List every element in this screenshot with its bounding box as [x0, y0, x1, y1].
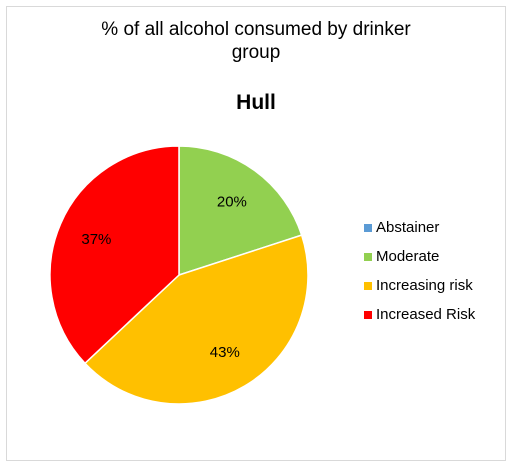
legend-item-abstainer: Abstainer: [364, 216, 475, 239]
pie-data-labels: 20% 43% 37%: [81, 194, 247, 361]
chart-subtitle: Hull: [236, 91, 276, 114]
chart-title: % of all alcohol consumed by drinker gro…: [0, 18, 512, 64]
legend-label-abstainer: Abstainer: [376, 219, 440, 236]
pie-slices: [49, 145, 309, 405]
legend-label-increasing-risk: Increasing risk: [376, 277, 473, 294]
pie-slice-increased-risk: [49, 145, 180, 365]
data-label-increasing-risk: 43%: [210, 344, 240, 361]
data-label-moderate: 20%: [217, 194, 247, 211]
legend: Abstainer Moderate Increasing risk Incre…: [364, 216, 475, 332]
pie-slice-moderate: [178, 145, 303, 276]
chart-title-line-1: % of all alcohol consumed by drinker: [101, 19, 411, 40]
legend-swatch-increased-risk: [364, 310, 372, 319]
legend-label-increased-risk: Increased Risk: [376, 306, 476, 323]
legend-item-increasing-risk: Increasing risk: [364, 274, 475, 297]
legend-item-increased-risk: Increased Risk: [364, 303, 475, 326]
legend-swatch-moderate: [364, 252, 372, 261]
legend-item-moderate: Moderate: [364, 245, 475, 268]
legend-label-moderate: Moderate: [376, 248, 440, 265]
legend-swatch-increasing-risk: [364, 281, 372, 290]
data-label-increased-risk: 37%: [81, 231, 111, 248]
legend-swatch-abstainer: [364, 223, 372, 232]
pie-slice-increasing-risk: [84, 234, 309, 405]
chart-title-line-2: group: [231, 42, 281, 63]
